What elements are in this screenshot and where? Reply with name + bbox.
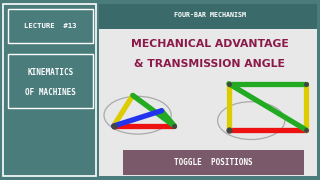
FancyBboxPatch shape [123, 150, 304, 175]
Text: TOGGLE  POSITIONS: TOGGLE POSITIONS [174, 158, 253, 167]
Text: KINEMATICS: KINEMATICS [28, 68, 74, 77]
Text: LECTURE  #13: LECTURE #13 [24, 23, 77, 29]
Text: FOUR-BAR MECHANISM: FOUR-BAR MECHANISM [174, 12, 246, 18]
FancyBboxPatch shape [3, 4, 96, 176]
Text: MECHANICAL ADVANTAGE: MECHANICAL ADVANTAGE [131, 39, 288, 49]
FancyBboxPatch shape [99, 4, 317, 29]
FancyBboxPatch shape [8, 9, 93, 43]
Text: & TRANSMISSION ANGLE: & TRANSMISSION ANGLE [134, 59, 285, 69]
Text: OF MACHINES: OF MACHINES [25, 88, 76, 97]
FancyBboxPatch shape [99, 4, 317, 176]
FancyBboxPatch shape [8, 54, 93, 108]
